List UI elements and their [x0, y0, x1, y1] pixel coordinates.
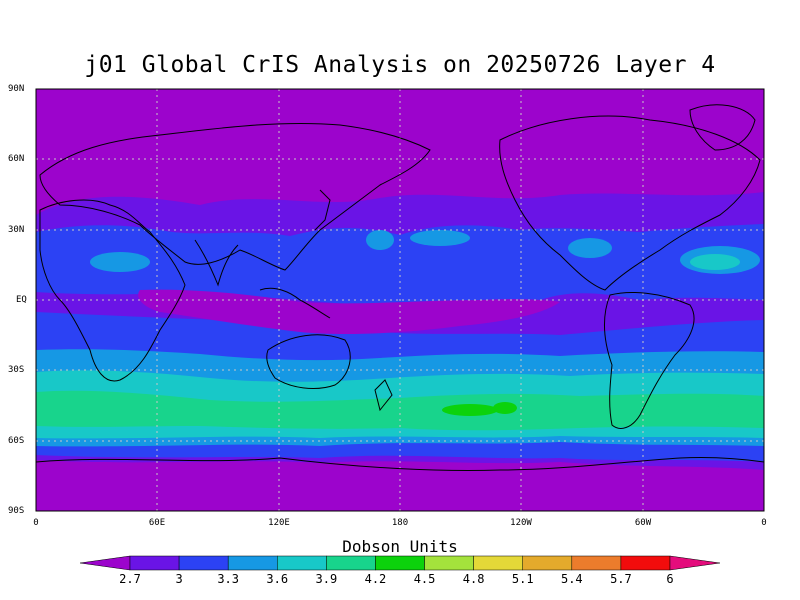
lon-label: 180 — [391, 518, 409, 528]
colorbar-swatch — [129, 555, 180, 571]
band-3.6-patch — [410, 230, 470, 246]
colorbar-swatch — [375, 555, 425, 571]
colorbar-tick-label: 2.7 — [119, 572, 141, 586]
lon-label: 0 — [761, 518, 767, 528]
lon-label: 120E — [268, 518, 290, 528]
colorbar-arrow-low — [79, 555, 131, 571]
band-3.6-patch — [568, 238, 612, 258]
japan-outline — [314, 189, 331, 231]
colorbar-swatch — [178, 555, 229, 571]
band-3.6-patch — [366, 230, 394, 250]
lon-label: 60E — [148, 518, 166, 528]
colorbar-tick-label: 3.9 — [315, 572, 338, 586]
lat-label: EQ — [16, 295, 27, 305]
colorbar-swatch — [277, 555, 327, 571]
band-4.5-patch — [442, 404, 498, 416]
colorbar-tick-label: 5.7 — [610, 572, 632, 586]
colorbar-tick-label: 3.6 — [266, 572, 289, 586]
india-outline — [194, 239, 239, 287]
lon-label: 120W — [510, 518, 532, 528]
plot-title: j01 Global CrIS Analysis on 20250726 Lay… — [84, 52, 716, 78]
lat-label: 30S — [8, 365, 25, 375]
band-4.2-patch — [715, 404, 755, 416]
graticule — [36, 89, 764, 511]
colorbar-arrow-high — [669, 555, 721, 571]
colorbar-swatch — [424, 555, 474, 571]
lat-label: 30N — [8, 225, 25, 235]
colorbar-tick-label: 5.4 — [560, 572, 583, 586]
colorbar-tick-label: 5.1 — [511, 572, 534, 586]
southeast-asia-islands — [259, 287, 331, 319]
greenland-outline — [689, 104, 756, 151]
south-america-outline — [603, 291, 695, 429]
colorbar-swatch — [522, 555, 573, 571]
lon-label: 0 — [33, 518, 39, 528]
colorbar-tick-label: 4.8 — [462, 572, 485, 586]
lat-label: 60S — [8, 436, 25, 446]
colorbar — [79, 555, 721, 571]
band-3.6-patch — [90, 252, 150, 272]
new-zealand-outline — [374, 379, 393, 412]
map-frame — [35, 88, 765, 512]
lat-label: 90S — [8, 506, 25, 516]
coastlines — [35, 104, 765, 471]
colorbar-tick-label: 6 — [666, 572, 674, 586]
colorbar-title: Dobson Units — [342, 537, 458, 556]
lat-label: 90N — [8, 84, 25, 94]
antarctica-outline — [35, 456, 765, 471]
band-2.7-equator — [138, 289, 560, 334]
colorbar-swatch — [620, 555, 671, 571]
australia-outline — [266, 334, 351, 390]
colorbar-tick-label: 3 — [175, 572, 183, 586]
colorbar-swatch — [473, 555, 523, 571]
colorbar-swatch — [571, 555, 622, 571]
band-4.2 — [36, 390, 764, 431]
eurasia-outline — [39, 122, 431, 271]
lat-label: 60N — [8, 154, 25, 164]
colorbar-tick-label: 3.3 — [217, 572, 240, 586]
band-3.9-patch — [690, 254, 740, 270]
band-4.5-patch — [493, 402, 517, 414]
colorbar-swatch — [227, 555, 278, 571]
north-america-outline — [499, 115, 761, 291]
colorbar-swatch — [326, 555, 376, 571]
colorbar-tick-label: 4.2 — [364, 572, 387, 586]
lon-label: 60W — [634, 518, 652, 528]
africa-outline — [39, 199, 186, 382]
colorbar-tick-label: 4.5 — [413, 572, 436, 586]
